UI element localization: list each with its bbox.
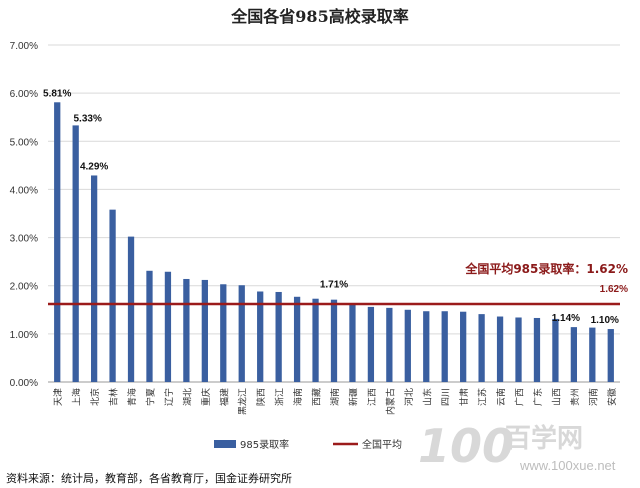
x-tick-label: 新疆 [347, 388, 359, 406]
watermark-logo: 100 [418, 419, 514, 473]
data-labels: 5.81% 5.33% 4.29% 1.71% 1.14% 1.10% [43, 88, 619, 326]
watermark-url: www.100xue.net [519, 458, 616, 473]
x-tick-label: 黑龙江 [237, 388, 249, 415]
gridlines [48, 44, 620, 383]
data-label: 5.33% [73, 113, 101, 124]
x-tick-label: 广东 [532, 388, 544, 406]
data-label: 1.10% [591, 315, 619, 326]
bar [607, 329, 614, 382]
bar [72, 125, 79, 383]
bar [386, 307, 393, 382]
x-tick-label: 北京 [89, 388, 101, 406]
y-tick-label: 7.00% [10, 41, 38, 52]
bar [109, 209, 116, 382]
x-tick-label: 山西 [551, 388, 562, 406]
x-tick-label: 宁夏 [144, 388, 156, 406]
x-tick-label: 福建 [218, 388, 230, 406]
bar [589, 327, 596, 382]
x-tick-label: 四川 [442, 388, 452, 406]
bar [404, 309, 411, 382]
bar [533, 317, 541, 382]
average-annotation: 全国平均985录取率：1.62% [464, 261, 628, 276]
x-tick-label: 安徽 [606, 388, 618, 406]
legend-line-label: 全国平均 [362, 438, 402, 451]
x-tick-label: 广西 [514, 388, 526, 406]
bar [201, 279, 208, 382]
data-label: 5.81% [43, 88, 71, 99]
bar [127, 236, 135, 382]
x-tick-label: 江苏 [477, 388, 489, 406]
bar [460, 311, 467, 382]
x-tick-label: 甘肃 [458, 388, 470, 406]
average-line-group: 全国平均985录取率：1.62% 1.62% [48, 261, 628, 306]
bar [164, 271, 172, 382]
data-label: 4.29% [80, 161, 108, 172]
x-tick-label: 天津 [53, 388, 64, 406]
bar [478, 314, 485, 382]
x-tick-label: 山东 [421, 388, 433, 406]
legend-bar-label: 985录取率 [240, 438, 289, 451]
x-tick-label: 云南 [495, 388, 507, 406]
x-tick-label: 河南 [587, 388, 599, 406]
bar [90, 175, 98, 382]
x-tick-label: 重庆 [200, 388, 212, 406]
x-tick-label: 江西 [367, 388, 378, 406]
bar [183, 278, 190, 382]
bar [496, 316, 504, 382]
y-axis-ticks: 0.00% 1.00% 2.00% 3.00% 4.00% 5.00% 6.00% 7.00% [10, 41, 38, 389]
bar [293, 296, 301, 382]
bar [552, 318, 559, 382]
y-tick-label: 4.00% [10, 185, 38, 196]
x-tick-label: 浙江 [274, 388, 286, 406]
y-tick-label: 0.00% [10, 378, 38, 389]
x-tick-label: 青海 [126, 388, 138, 406]
x-tick-label: 辽宁 [163, 388, 175, 406]
watermark-name: 百学网 [505, 423, 583, 454]
data-label: 1.71% [320, 280, 348, 291]
average-value-label: 1.62% [600, 284, 628, 295]
bars [54, 102, 614, 383]
y-tick-label: 3.00% [10, 234, 38, 245]
x-tick-label: 吉林 [108, 388, 120, 406]
x-tick-label: 湖北 [182, 388, 193, 406]
bar [330, 299, 338, 382]
x-tick-label: 上海 [71, 388, 83, 406]
x-tick-label: 海南 [292, 388, 304, 406]
x-tick-label: 河北 [403, 388, 415, 406]
bar [349, 303, 356, 382]
data-label: 1.14% [552, 313, 580, 324]
y-tick-label: 5.00% [10, 137, 38, 148]
bar [146, 270, 153, 382]
bar [275, 291, 282, 382]
bar [257, 291, 264, 382]
y-tick-label: 6.00% [10, 89, 38, 100]
y-tick-label: 2.00% [10, 282, 38, 293]
x-tick-label: 西藏 [311, 388, 323, 406]
watermark: 100 百学网 www.100xue.net [418, 419, 616, 473]
source-note: 资料来源：统计局，教育部，各省教育厅，国金证券研究所 [6, 471, 292, 485]
x-tick-label: 湖南 [329, 388, 341, 406]
chart-title: 全国各省985高校录取率 [230, 7, 408, 26]
x-tick-label: 陕西 [255, 388, 267, 406]
legend-bar-swatch [214, 440, 236, 448]
bar [238, 285, 245, 382]
bar [441, 311, 448, 382]
bar [312, 298, 319, 382]
legend: 985录取率 全国平均 [214, 438, 402, 451]
bar [570, 327, 578, 382]
bar [220, 284, 227, 382]
x-tick-label: 贵州 [569, 388, 581, 406]
bar [367, 306, 375, 382]
x-tick-label: 内蒙古 [384, 388, 396, 415]
y-tick-label: 1.00% [10, 330, 38, 341]
x-axis-labels: 天津 上海 北京 吉林 青海 宁夏 辽宁 湖北 重庆 福建 黑龙江 陕西 浙江 海南 西藏 湖南 新疆 江西 内蒙古… [53, 388, 618, 415]
bar [515, 317, 522, 382]
bar [54, 102, 61, 382]
bar [423, 311, 430, 382]
